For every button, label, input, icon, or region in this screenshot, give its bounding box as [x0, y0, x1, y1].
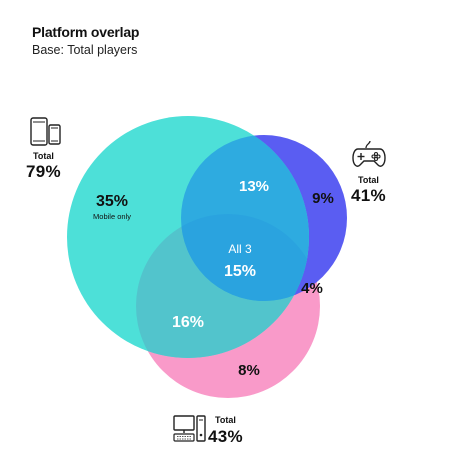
console-only-value: 9% — [312, 190, 334, 207]
pc-only-value: 8% — [238, 362, 260, 379]
mobile-only-value: 35% — [96, 193, 128, 210]
console-total-label: Total — [358, 175, 379, 185]
console-pc-value: 4% — [301, 280, 323, 297]
all-three-label: All 3 — [228, 242, 252, 256]
desktop-pc-icon — [173, 415, 206, 442]
mobile-devices-icon — [30, 117, 61, 146]
console-total-value: 41% — [351, 186, 386, 205]
pc-total-label: Total — [215, 415, 236, 425]
mobile-total-value: 79% — [26, 162, 61, 181]
pc-total-value: 43% — [208, 427, 243, 446]
chart-subtitle: Base: Total players — [32, 43, 138, 57]
chart-title: Platform overlap — [32, 24, 140, 40]
mobile-pc-value: 16% — [172, 314, 204, 331]
mobile-console-value: 13% — [239, 178, 269, 195]
mobile-total-label: Total — [33, 151, 54, 161]
mobile-only-label: Mobile only — [93, 212, 131, 221]
all-three-value: 15% — [224, 263, 256, 280]
gamepad-icon — [352, 140, 386, 167]
